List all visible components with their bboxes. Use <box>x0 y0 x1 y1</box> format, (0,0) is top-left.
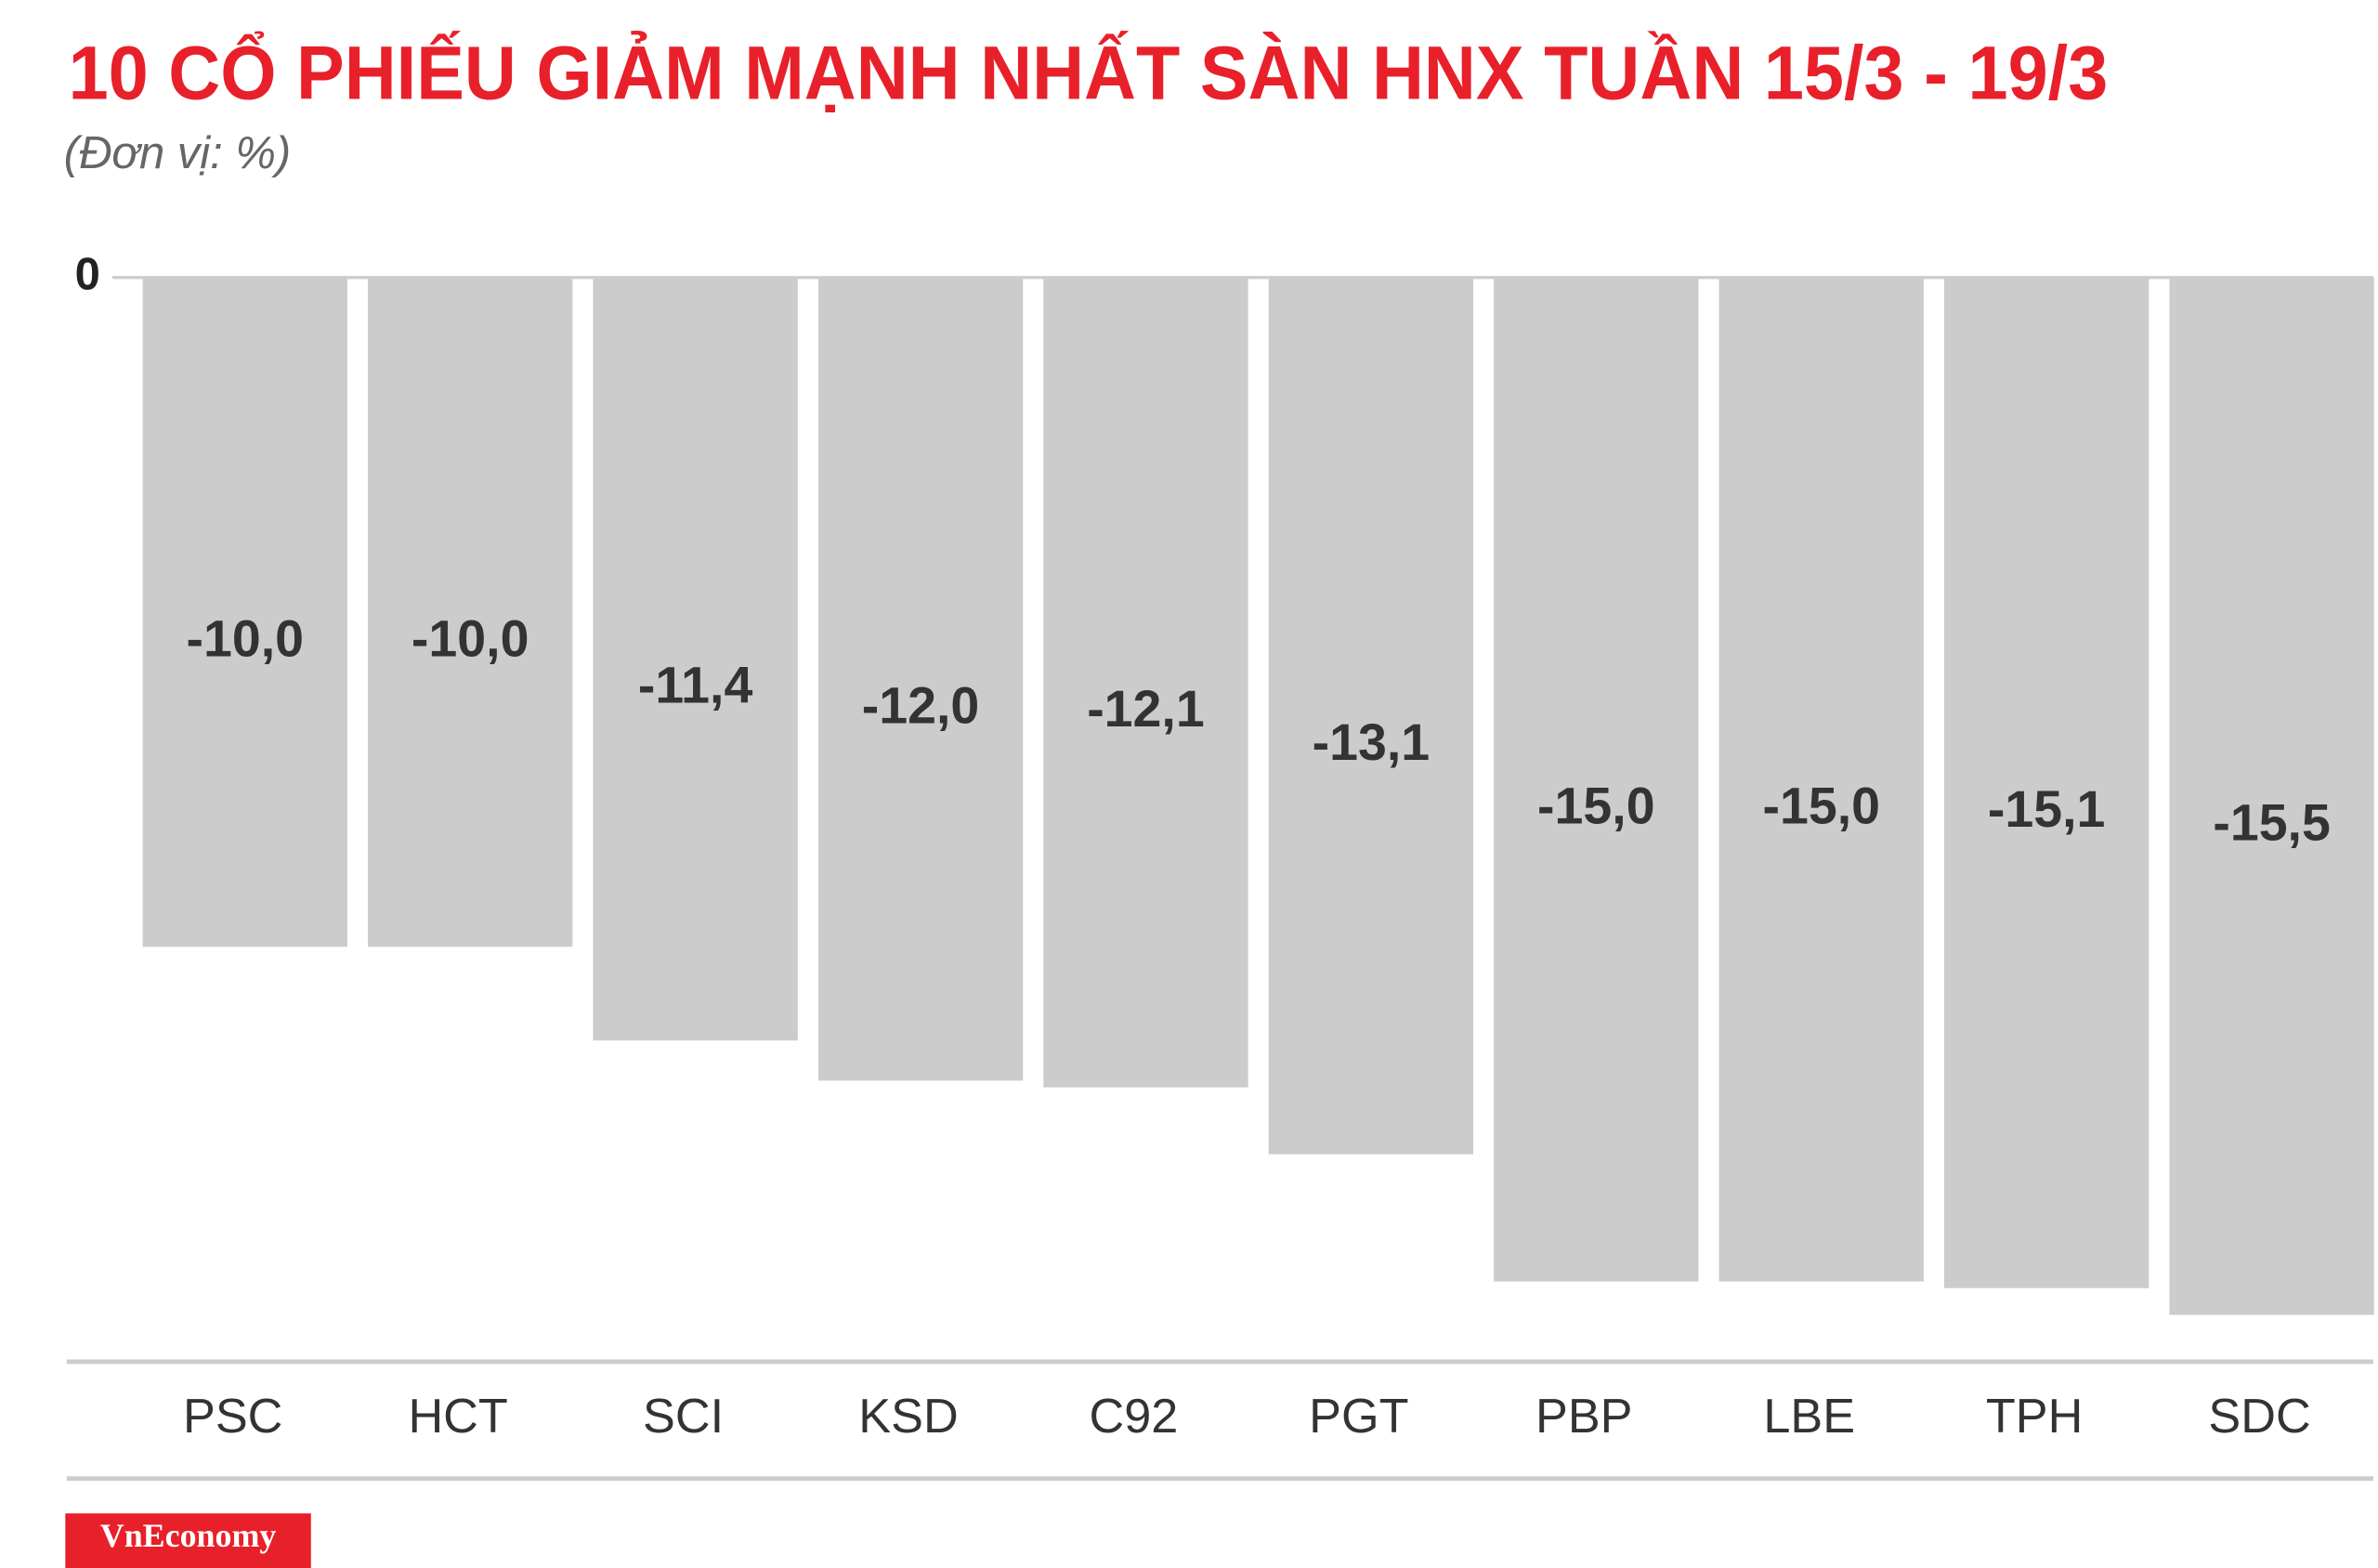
source-badge <box>65 1513 311 1568</box>
bar <box>1268 277 1474 1155</box>
bar <box>1043 277 1248 1088</box>
bar <box>2169 277 2374 1315</box>
x-tick-label: SCI <box>643 1390 724 1444</box>
bar <box>1718 277 1924 1282</box>
value-label: -15,0 <box>1762 777 1880 834</box>
value-label: -11,4 <box>638 657 753 714</box>
value-label: -12,0 <box>862 676 980 734</box>
x-tick-label: PBP <box>1535 1390 1632 1444</box>
bar <box>593 277 798 1041</box>
bar <box>142 277 347 947</box>
x-tick-label: C92 <box>1090 1390 1179 1444</box>
x-tick-label: PSC <box>183 1390 282 1444</box>
value-label: -12,1 <box>1087 680 1205 738</box>
source-logo: VnEconomy <box>100 1517 277 1554</box>
x-tick-label: HCT <box>408 1390 507 1444</box>
value-label: -10,0 <box>412 609 529 667</box>
value-label: -13,1 <box>1313 713 1431 771</box>
bar <box>1943 277 2149 1288</box>
x-tick-label: PGT <box>1309 1390 1408 1444</box>
bar <box>368 277 573 947</box>
value-label: -15,0 <box>1537 777 1655 834</box>
x-tick-label: TPH <box>1986 1390 2083 1444</box>
bar <box>1494 277 1699 1282</box>
x-tick-label: KSD <box>858 1390 958 1444</box>
x-tick-label: LBE <box>1763 1390 1855 1444</box>
value-label: -10,0 <box>187 609 305 667</box>
chart-title: 10 CỔ PHIẾU GIẢM MẠNH NHẤT SÀN HNX TUẦN … <box>69 31 2109 115</box>
value-label: -15,5 <box>2213 793 2331 851</box>
chart-subtitle: (Đơn vị: %) <box>64 128 292 178</box>
y-tick-label: 0 <box>75 250 100 300</box>
x-tick-label: SDC <box>2208 1390 2310 1444</box>
bar <box>817 277 1024 1081</box>
value-label: -15,1 <box>1988 780 2106 838</box>
